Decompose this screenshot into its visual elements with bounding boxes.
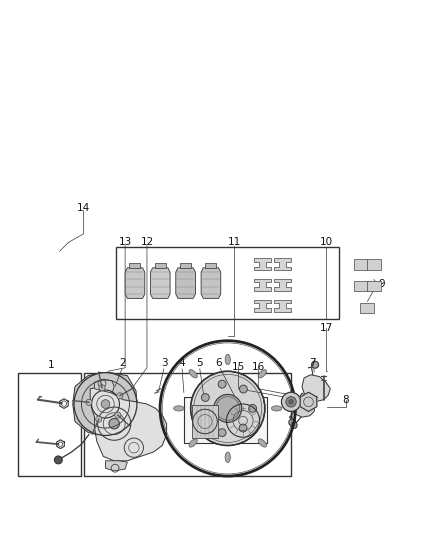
Circle shape <box>201 415 209 423</box>
Polygon shape <box>354 259 368 270</box>
Circle shape <box>214 394 242 422</box>
Bar <box>184 398 267 443</box>
Bar <box>192 405 218 438</box>
Polygon shape <box>95 379 114 393</box>
Circle shape <box>311 361 318 368</box>
Polygon shape <box>274 279 290 291</box>
Text: 4: 4 <box>179 358 185 368</box>
Circle shape <box>101 400 110 408</box>
Polygon shape <box>254 300 271 312</box>
Circle shape <box>240 385 247 393</box>
Text: 12: 12 <box>140 238 154 247</box>
Text: 13: 13 <box>119 238 132 247</box>
Polygon shape <box>130 263 141 268</box>
Polygon shape <box>254 258 271 270</box>
Bar <box>18 374 81 476</box>
Bar <box>84 374 291 476</box>
Ellipse shape <box>189 370 197 378</box>
Circle shape <box>74 373 137 435</box>
Ellipse shape <box>225 354 230 365</box>
Circle shape <box>289 419 296 426</box>
Ellipse shape <box>189 439 197 447</box>
Circle shape <box>218 380 226 388</box>
Text: 7: 7 <box>310 358 316 368</box>
Text: 5: 5 <box>196 358 203 368</box>
Circle shape <box>86 399 92 406</box>
Text: 9: 9 <box>378 279 385 289</box>
Text: 2: 2 <box>120 358 126 368</box>
Polygon shape <box>354 281 368 292</box>
Polygon shape <box>155 263 166 268</box>
Polygon shape <box>106 461 127 471</box>
Text: 14: 14 <box>77 203 90 213</box>
Text: 16: 16 <box>252 362 265 372</box>
Text: 10: 10 <box>319 238 332 247</box>
Polygon shape <box>254 279 271 291</box>
Text: 1: 1 <box>48 360 54 370</box>
Polygon shape <box>205 263 216 268</box>
Polygon shape <box>367 281 381 292</box>
Text: 17: 17 <box>319 322 332 333</box>
Ellipse shape <box>258 439 266 447</box>
Polygon shape <box>367 259 381 270</box>
Polygon shape <box>176 268 195 298</box>
Text: 15: 15 <box>232 362 245 372</box>
Circle shape <box>95 416 102 422</box>
Circle shape <box>218 429 226 437</box>
Text: 6: 6 <box>215 358 223 368</box>
Circle shape <box>286 397 296 407</box>
Circle shape <box>291 422 297 429</box>
Circle shape <box>109 418 120 429</box>
Circle shape <box>99 385 105 391</box>
Circle shape <box>249 405 257 413</box>
Circle shape <box>289 400 293 404</box>
Text: 11: 11 <box>228 238 241 247</box>
Polygon shape <box>150 268 170 298</box>
Circle shape <box>239 424 247 432</box>
Circle shape <box>54 456 62 464</box>
Circle shape <box>115 412 121 418</box>
Circle shape <box>191 372 265 446</box>
Circle shape <box>201 393 209 401</box>
Polygon shape <box>294 393 315 417</box>
Polygon shape <box>90 386 166 461</box>
Polygon shape <box>302 375 330 402</box>
Polygon shape <box>201 268 221 298</box>
Ellipse shape <box>173 406 184 411</box>
Circle shape <box>117 393 123 399</box>
Text: 3: 3 <box>161 358 168 368</box>
Text: 8: 8 <box>343 394 349 405</box>
Polygon shape <box>300 392 317 411</box>
Polygon shape <box>180 263 191 268</box>
Polygon shape <box>125 268 145 298</box>
Ellipse shape <box>258 370 266 378</box>
Polygon shape <box>274 300 290 312</box>
Ellipse shape <box>225 452 230 463</box>
Polygon shape <box>360 303 374 313</box>
Polygon shape <box>73 373 137 435</box>
Bar <box>117 247 339 319</box>
Circle shape <box>282 392 300 411</box>
Ellipse shape <box>272 406 282 411</box>
Polygon shape <box>274 258 290 270</box>
